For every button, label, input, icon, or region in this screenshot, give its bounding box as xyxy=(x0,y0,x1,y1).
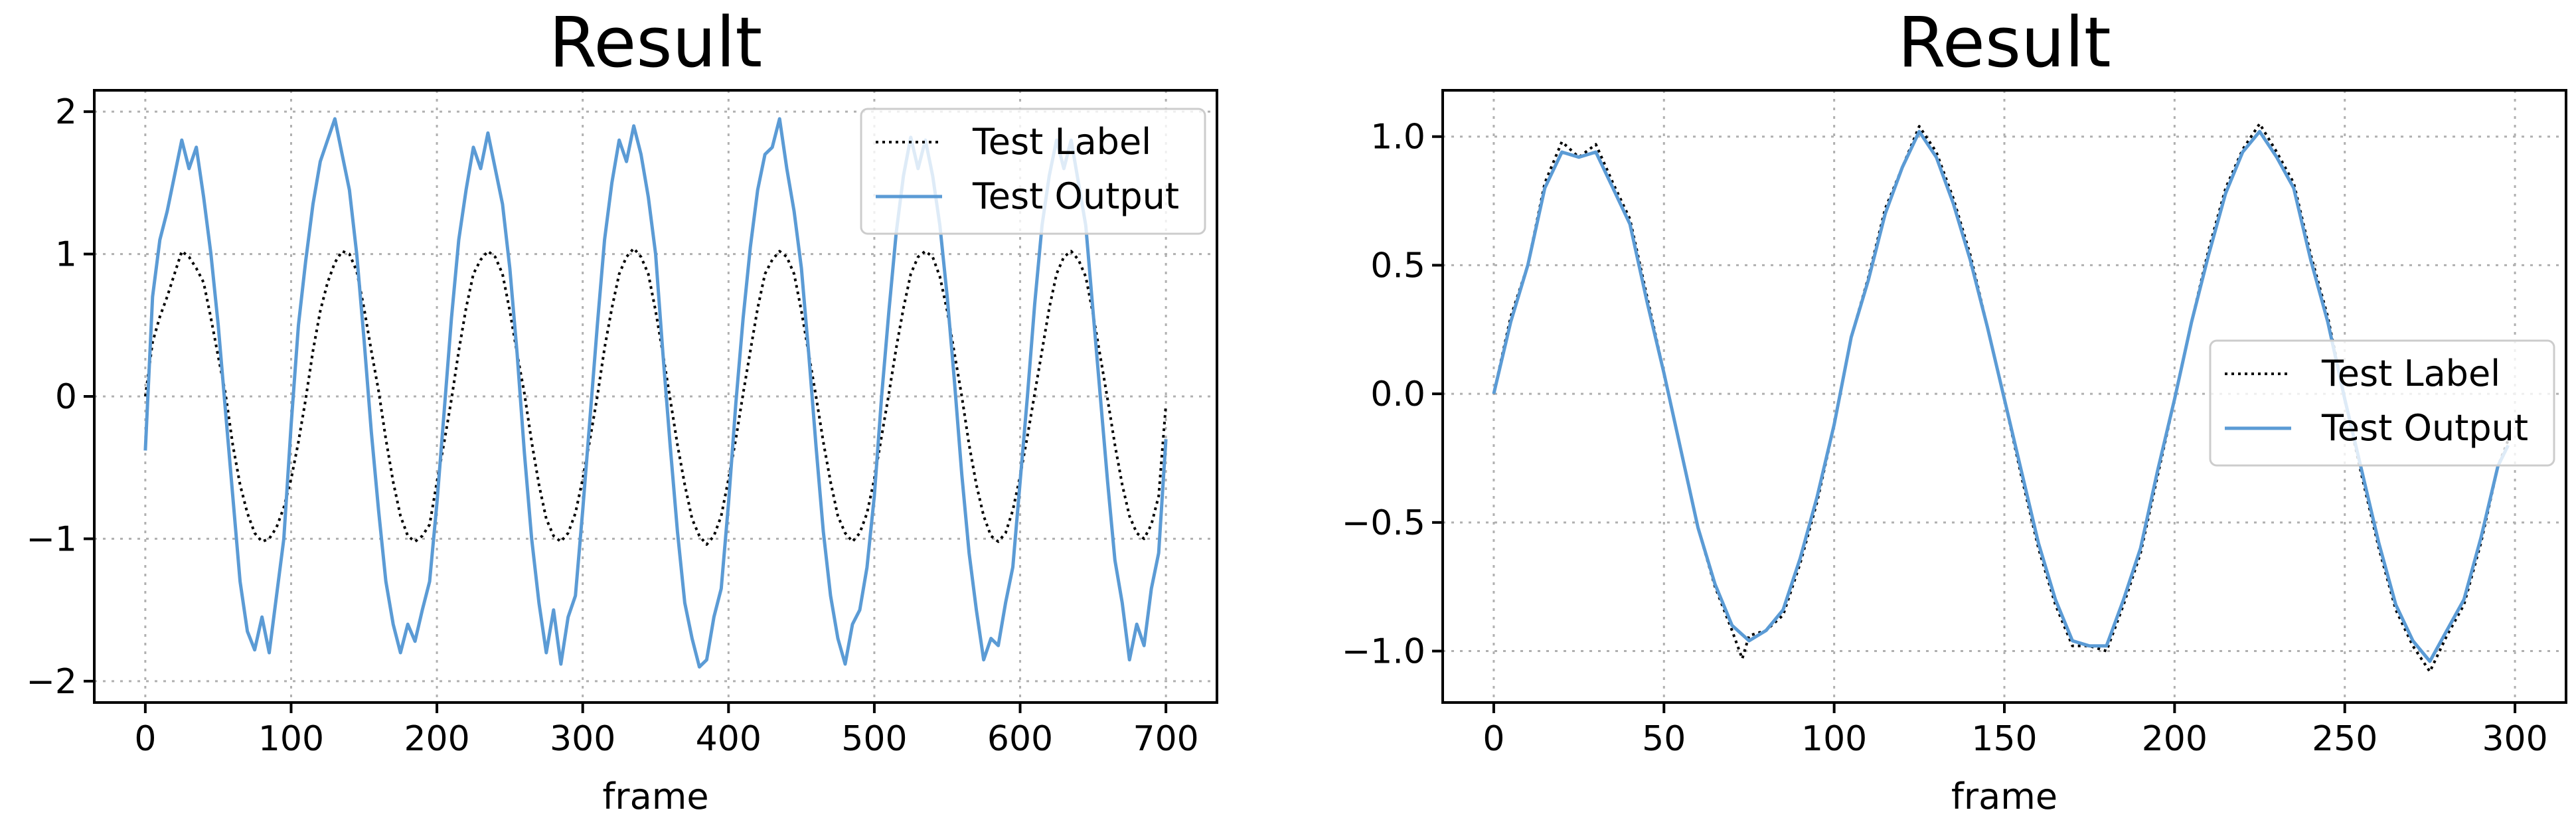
y-tick-label: 2 xyxy=(55,92,77,132)
legend-box xyxy=(2209,339,2555,467)
y-tick-label: 0.5 xyxy=(1370,246,1425,286)
y-tick-label: −2 xyxy=(26,662,77,702)
x-tick-label: 100 xyxy=(258,719,324,759)
legend: Test Label Test Output xyxy=(860,108,1206,235)
x-tick-label: 400 xyxy=(696,719,762,759)
x-axis-label: frame xyxy=(602,776,708,817)
y-tick-label: 0 xyxy=(55,377,77,417)
chart-title: Result xyxy=(549,2,762,83)
chart-right: 0 50 100 150 200 250 300 −1.0 −0.5 0.0 0.5 1.0 Resul… xyxy=(1342,2,2567,817)
x-tick-label: 700 xyxy=(1133,719,1199,759)
x-tick-label: 250 xyxy=(2312,719,2377,759)
y-tick-label: 1 xyxy=(55,235,77,275)
legend-box xyxy=(860,108,1206,235)
x-tick-label: 0 xyxy=(1483,719,1504,759)
y-tick-label: 0.0 xyxy=(1370,374,1425,414)
series-line-test-label xyxy=(143,247,1168,546)
x-tick-label: 200 xyxy=(2142,719,2208,759)
y-tick-label: −1.0 xyxy=(1342,632,1425,672)
x-tick-label: 500 xyxy=(841,719,907,759)
x-tick-label: 150 xyxy=(1971,719,2037,759)
legend-label: Test Label xyxy=(2321,353,2500,394)
x-axis-label: frame xyxy=(1951,776,2057,817)
y-tick-label: 1.0 xyxy=(1370,118,1425,157)
chart-title: Result xyxy=(1897,2,2111,83)
legend-label: Test Output xyxy=(2321,407,2528,449)
x-tick-label: 100 xyxy=(1801,719,1867,759)
x-tick-label: 0 xyxy=(134,719,156,759)
y-tick-label: −1 xyxy=(26,519,77,559)
series-line-test-output xyxy=(143,117,1168,669)
x-tick-label: 300 xyxy=(550,719,615,759)
legend-label: Test Label xyxy=(972,121,1151,163)
x-tick-label: 200 xyxy=(404,719,469,759)
y-tick-label: −0.5 xyxy=(1342,503,1425,543)
x-tick-label: 300 xyxy=(2482,719,2547,759)
legend: Test Label Test Output xyxy=(2209,339,2555,467)
x-tick-label: 50 xyxy=(1642,719,1686,759)
chart-left: 0 100 200 300 400 500 600 700 −2 −1 0 1 2 Result frame… xyxy=(26,2,1218,817)
x-tick-label: 600 xyxy=(987,719,1053,759)
legend-label: Test Output xyxy=(972,175,1179,217)
